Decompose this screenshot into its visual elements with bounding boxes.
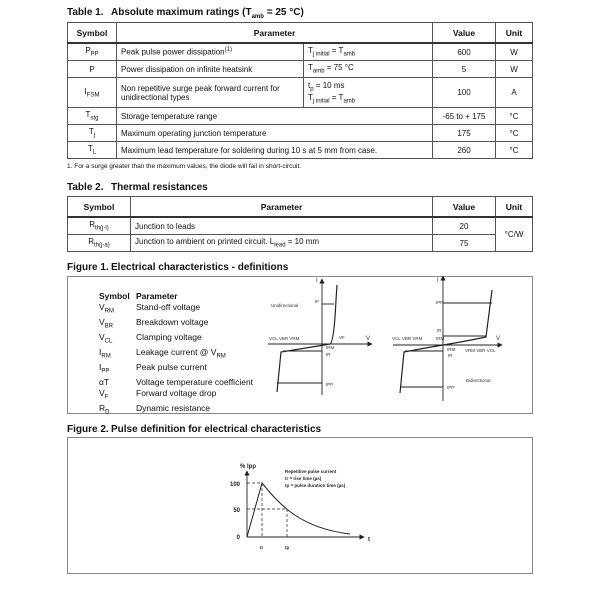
figure2-box <box>67 437 533 574</box>
legend-item: RD Dynamic resistance <box>99 403 211 416</box>
table2-label: Table 2. <box>67 182 104 193</box>
i-axis-label: I <box>316 278 318 284</box>
absolute-max-ratings-table: Symbol Parameter Value Unit PPP Peak pul… <box>67 22 533 159</box>
x-tick: tr <box>260 545 263 550</box>
voltage-labels-right: VRM VBR VCL <box>465 348 496 353</box>
table-row: Tj Maximum operating junction temperatur… <box>67 124 533 142</box>
bidirectional-label: Bidirectional <box>466 378 491 383</box>
unit-cell: °C <box>495 141 533 159</box>
table-row: TL Maximum lead temperature for solderin… <box>67 141 533 159</box>
table-header-row: Symbol Parameter Value Unit <box>67 196 533 218</box>
figure1-label: Figure 1. <box>67 262 109 273</box>
figure1-legend: Symbol Parameter VRM Stand-off voltage VBR… <box>99 291 253 418</box>
value-cell: 260 <box>432 141 496 159</box>
figure2-title: Pulse definition for electrical characte… <box>111 424 322 435</box>
irm-label: IRM <box>326 345 335 350</box>
parameter-cell: Junction to ambient on printed circuit. … <box>130 234 433 252</box>
iv-curve <box>399 289 493 394</box>
ipp-label: IPP <box>326 382 333 387</box>
thermal-resistances-table: Symbol Parameter Value Unit Rth(j-l) Jun… <box>67 196 533 252</box>
y-tick: 50 <box>233 508 240 514</box>
pulse-curve <box>246 481 351 538</box>
if-label: IF <box>315 299 319 304</box>
bidirectional-iv-curve <box>393 275 503 401</box>
ipp-neg-label: IPP <box>447 385 454 390</box>
table-row: IFSM Non repetitive surge peak forward c… <box>67 77 533 108</box>
symbol-cell: IFSM <box>67 77 117 108</box>
table-row: Rth(j-a) Junction to ambient on printed … <box>67 234 533 252</box>
table1-label: Table 1. <box>67 7 104 18</box>
irm-label: IRM <box>436 336 445 341</box>
figure2-label: Figure 2. <box>67 424 109 435</box>
y-tick: 100 <box>230 482 241 488</box>
header-parameter: Parameter <box>130 196 433 218</box>
vf-label: VF <box>339 335 345 340</box>
unidirectional-labels: Unidirectional I V IF VCL VBR VRM VF IRM… <box>269 278 370 387</box>
y-tick: 0 <box>237 535 241 541</box>
ipp-label: IPP <box>436 300 443 305</box>
legend-item: IRM Leakage current @ VRM <box>99 347 226 360</box>
figure1-caption: Figure 1. Electrical characteristics - de… <box>67 262 288 273</box>
unidirectional-label: Unidirectional <box>271 303 298 308</box>
pulse-note: tp = pulse duration time (µs) <box>285 483 346 488</box>
legend-header: Symbol Parameter <box>99 291 178 301</box>
legend-item: VBR Breakdown voltage <box>99 316 209 330</box>
v-axis-label: V <box>366 336 370 342</box>
ir-neg-label: IR <box>448 353 453 358</box>
v-axis-label: V <box>496 336 500 342</box>
x-axis-label: t <box>368 537 370 543</box>
ir-label: IR <box>326 352 331 357</box>
table1-title: Absolute maximum ratings (Tamb = 25 °C) <box>111 7 304 20</box>
legend-item: VRM Stand-off voltage <box>99 301 201 315</box>
figure1-title: Electrical characteristics - definitions <box>111 262 289 273</box>
header-symbol: Symbol <box>67 196 131 218</box>
legend-item: VCL Clamping voltage <box>99 331 202 345</box>
x-tick: tp <box>285 545 289 550</box>
table-header-row: Symbol Parameter Value Unit <box>67 22 533 44</box>
bidirectional-labels: I V IPP IR IRM VCL VBR VRM VRM VBR VCL I… <box>392 278 500 390</box>
pulse-diagram <box>244 470 365 540</box>
figure1-box <box>67 276 533 414</box>
voltage-labels: VCL VBR VRM <box>269 336 300 341</box>
i-axis-label: I <box>437 278 439 284</box>
parameter-cell: Maximum lead temperature for soldering d… <box>116 141 433 159</box>
pulse-labels: % Ipp 100 50 0 t tr tp Repetitive pulse … <box>230 464 370 550</box>
table2-title: Thermal resistances <box>111 182 208 193</box>
pulse-note: Repetitive pulse current <box>285 469 337 474</box>
table1-footnote: 1. For a surge greater than the maximum … <box>67 163 302 170</box>
table-row: P Power dissipation on infinite heatsink… <box>67 60 533 78</box>
header-unit: Unit <box>495 22 533 44</box>
header-unit: Unit <box>495 196 533 218</box>
voltage-labels-left: VCL VBR VRM <box>392 336 423 341</box>
pulse-note: tr = rise time (µs) <box>285 476 322 481</box>
y-axis-label: % Ipp <box>240 464 256 470</box>
guide-lines <box>247 482 288 537</box>
figure2-caption: Figure 2. Pulse definition for electrical… <box>67 424 321 435</box>
condition-cell: Tamb = 75 °C <box>303 60 433 78</box>
legend-item: IPP Peak pulse current <box>99 362 207 375</box>
unidirectional-iv-curve <box>268 278 373 395</box>
value-cell: 75 <box>432 234 496 252</box>
table1-caption: Table 1. Absolute maximum ratings (Tamb =… <box>67 7 304 20</box>
legend-item: VF Forward voltage drop <box>99 387 217 401</box>
value-cell: 100 <box>432 77 496 108</box>
legend-item: αT Voltage temperature coefficient <box>99 377 254 388</box>
irm-neg-label: IRM <box>447 347 456 352</box>
unit-cell: °C/W <box>495 216 533 252</box>
ir-label: IR <box>437 328 442 333</box>
table2-caption: Table 2. Thermal resistances <box>67 182 208 193</box>
